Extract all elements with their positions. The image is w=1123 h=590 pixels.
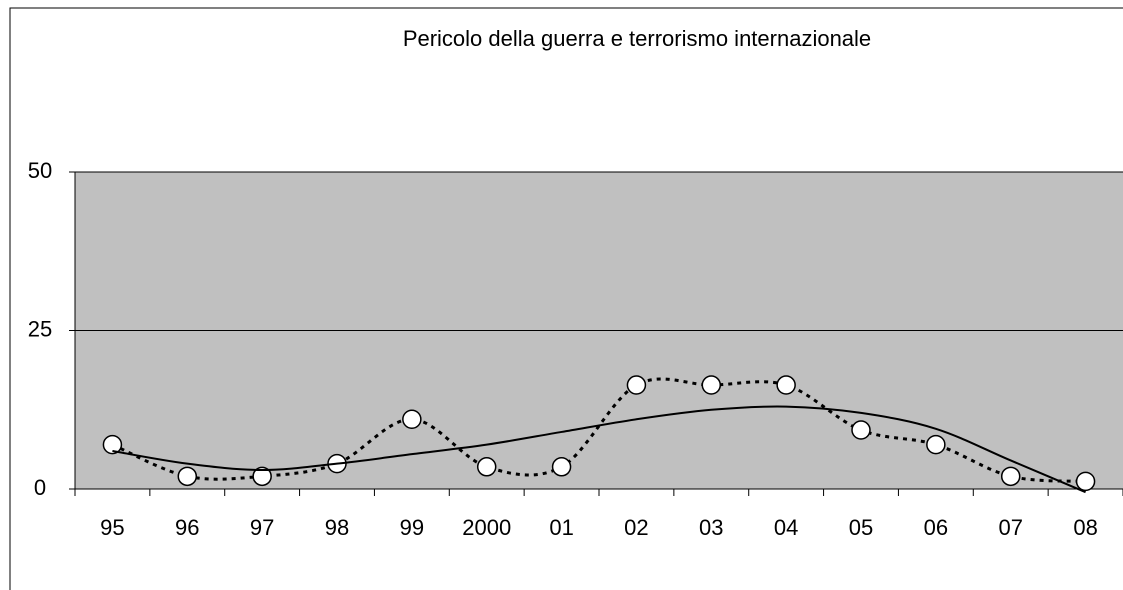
data-marker — [252, 466, 272, 487]
trend-line — [112, 405, 1086, 494]
x-tick-label: 2000 — [462, 515, 511, 540]
data-marker — [776, 375, 796, 395]
y-tick-label: 50 — [28, 158, 52, 183]
x-tick-label: 07 — [998, 515, 1022, 540]
data-marker — [1075, 471, 1096, 492]
data-marker — [402, 409, 422, 430]
chart-frame — [9, 7, 1123, 590]
data-marker — [177, 466, 198, 487]
x-tick-label: 97 — [250, 515, 274, 540]
x-tick-label: 03 — [699, 515, 723, 540]
data-marker — [102, 434, 123, 455]
data-marker — [551, 457, 572, 477]
x-tick-label: 02 — [624, 515, 648, 540]
data-marker — [851, 420, 871, 440]
data-marker — [626, 375, 647, 395]
x-tick-label: 06 — [924, 515, 948, 540]
x-tick-label: 99 — [400, 515, 424, 540]
x-tick-label: 08 — [1073, 515, 1097, 540]
x-tick-label: 01 — [549, 515, 573, 540]
x-tick-label: 95 — [100, 515, 124, 540]
data-marker — [926, 434, 946, 455]
x-tick-label: 96 — [175, 515, 199, 540]
y-tick-label: 25 — [28, 316, 52, 341]
chart-title: Pericolo della guerra e terrorismo inter… — [403, 26, 871, 51]
data-marker — [1000, 466, 1021, 487]
y-tick-label: 0 — [34, 475, 46, 500]
x-tick-label: 98 — [325, 515, 349, 540]
x-tick-label: 04 — [774, 515, 798, 540]
x-tick-label: 05 — [849, 515, 873, 540]
data-marker — [476, 457, 497, 477]
data-marker — [701, 375, 722, 395]
